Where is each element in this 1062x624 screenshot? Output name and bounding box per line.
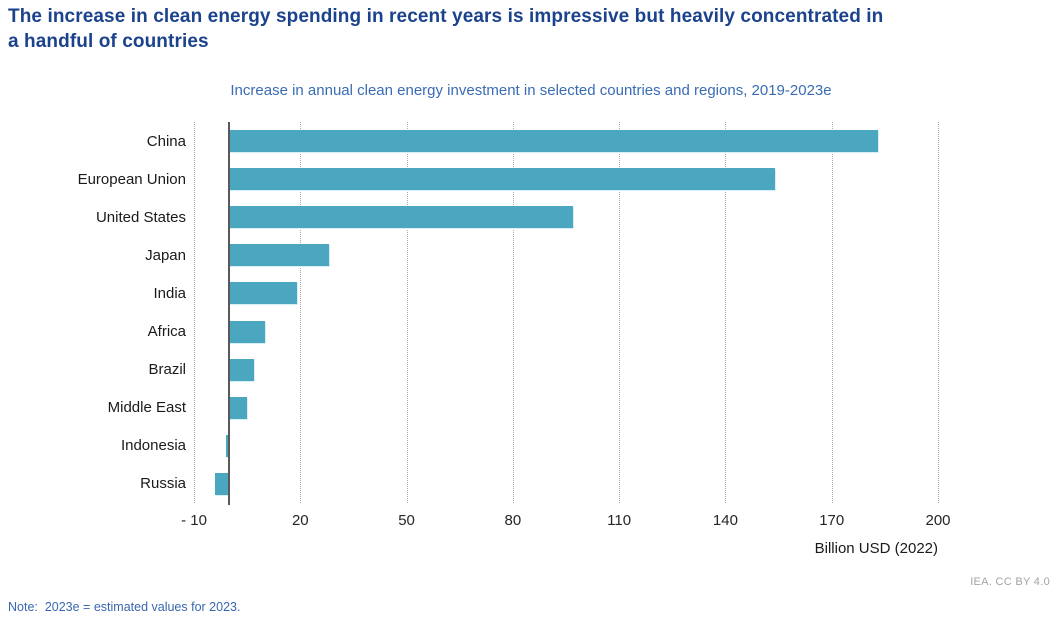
x-tick-label: 80: [504, 512, 522, 529]
page-title-line-1: The increase in clean energy spending in…: [8, 6, 884, 27]
x-tick-label: - 10: [181, 512, 207, 529]
x-tick-label: 20: [291, 512, 309, 529]
category-label: Brazil: [148, 361, 186, 379]
zero-axis-line: [228, 122, 231, 505]
category-label: Africa: [147, 323, 186, 341]
bar-row: [194, 465, 938, 503]
x-tick-label: 140: [712, 512, 738, 529]
page-title-line-2: a handful of countries: [8, 31, 209, 52]
gridline: [831, 122, 833, 503]
bar: [229, 206, 574, 229]
bar-row: [194, 351, 938, 389]
category-label: United States: [95, 208, 186, 226]
bar-row: [194, 427, 938, 465]
x-tick-label: 50: [398, 512, 415, 529]
bar: [229, 282, 297, 305]
bar: [225, 434, 230, 457]
category-label: Middle East: [107, 399, 186, 417]
bar-row: [194, 236, 938, 274]
bar: [229, 396, 248, 419]
plot-area: [194, 122, 939, 505]
page-title: The increase in clean energy spending in…: [8, 4, 1058, 54]
bar-row: [194, 389, 938, 427]
gridline: [512, 122, 514, 503]
category-labels: China European Union United States Japan Ind…: [0, 122, 186, 503]
bar-row: [194, 122, 938, 160]
bar-row: [194, 198, 938, 236]
gridline: [194, 122, 195, 503]
gridline: [725, 122, 727, 503]
bar: [229, 244, 329, 267]
gridline: [406, 122, 408, 503]
category-label: Indonesia: [120, 437, 186, 455]
gridline: [619, 122, 621, 503]
chart-subtitle: Increase in annual clean energy investme…: [230, 82, 832, 99]
x-tick-label: 110: [607, 512, 632, 529]
category-label: European Union: [77, 170, 186, 188]
x-tick-label: 170: [819, 512, 845, 529]
bar: [229, 358, 255, 381]
x-tick-label: 200: [925, 512, 951, 529]
category-label: China: [146, 132, 186, 150]
bar-row: [194, 312, 938, 350]
bar: [215, 472, 230, 495]
bar: [229, 130, 878, 153]
category-label: India: [153, 284, 186, 302]
bar: [229, 320, 265, 343]
gridline: [300, 122, 302, 503]
bar-row: [194, 160, 938, 198]
bar: [229, 168, 776, 191]
x-axis-title: Billion USD (2022): [814, 540, 938, 557]
bar-rows: [194, 122, 938, 503]
bar-row: [194, 274, 938, 312]
category-label: Russia: [140, 475, 186, 493]
footnote: Note: 2023e = estimated values for 2023.: [8, 600, 241, 614]
category-label: Japan: [145, 246, 186, 264]
license-credit: IEA. CC BY 4.0: [970, 576, 1050, 588]
gridline: [938, 122, 939, 503]
x-axis-ticks: - 10 20 50 80 110 140 170 200: [181, 512, 950, 532]
